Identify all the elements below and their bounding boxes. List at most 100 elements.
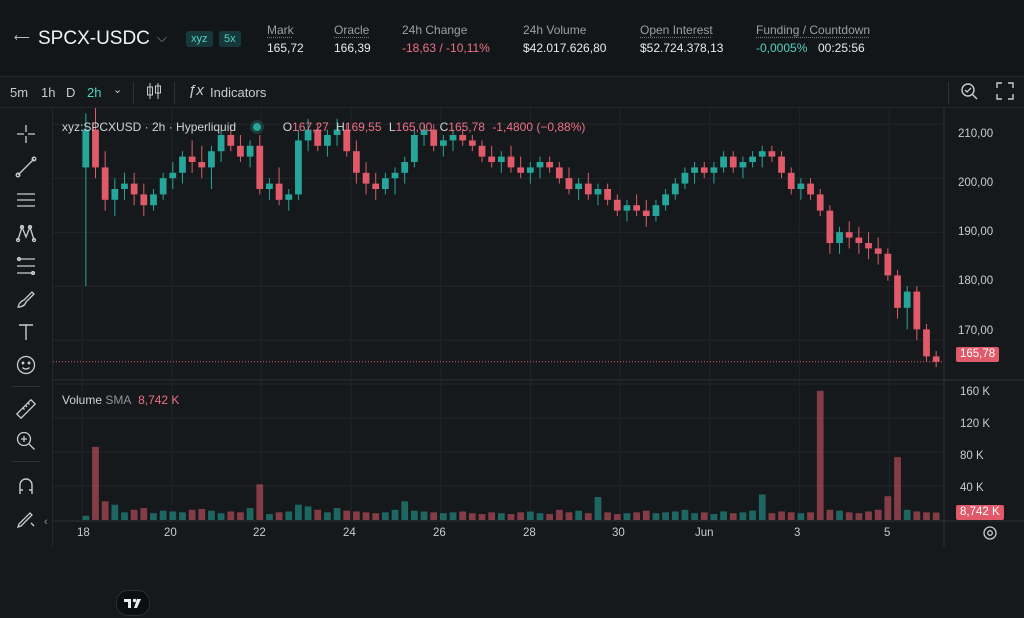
x-axis-tick: 3 xyxy=(794,527,801,539)
legend-open: 167,27 xyxy=(292,120,329,134)
emoji-icon[interactable] xyxy=(14,353,38,377)
interval-5m[interactable]: 5m xyxy=(10,85,29,100)
candle-body xyxy=(913,291,921,330)
interval-1h[interactable]: 1h xyxy=(41,85,56,100)
trend-line-icon[interactable] xyxy=(14,155,38,179)
volume-bar xyxy=(807,512,814,520)
indicators-fx-icon[interactable]: ƒx xyxy=(188,82,204,99)
toolbar-divider xyxy=(948,82,949,104)
candle-body xyxy=(430,129,438,146)
candle-body xyxy=(324,135,331,146)
oracle-value: 166,39 xyxy=(334,41,371,55)
pattern-icon[interactable] xyxy=(14,221,38,245)
tradingview-logo[interactable] xyxy=(116,590,150,616)
zoom-in-icon[interactable] xyxy=(14,429,38,453)
horizontal-lines-icon[interactable] xyxy=(14,188,38,212)
oracle-label: Oracle xyxy=(334,23,370,37)
candle-body xyxy=(227,135,235,146)
x-axis-tick: 24 xyxy=(343,527,356,539)
candle-body xyxy=(372,183,380,189)
volume-bar xyxy=(903,509,911,520)
mark-value: 165,72 xyxy=(267,41,304,55)
candlestick-type-icon[interactable] xyxy=(145,81,163,104)
volume-bar xyxy=(932,512,940,520)
candle-body xyxy=(488,156,496,162)
volume-bar xyxy=(130,509,138,520)
volume-bar xyxy=(710,514,718,520)
volume-bar xyxy=(845,512,853,520)
chart-canvas[interactable] xyxy=(53,108,1024,547)
candle-body xyxy=(217,135,225,152)
volume-bar xyxy=(507,514,515,520)
candle-body xyxy=(130,183,138,195)
leverage-badge[interactable]: 5x xyxy=(219,31,241,47)
screenshot-icon[interactable] xyxy=(959,81,979,104)
volume-bar xyxy=(749,510,756,520)
volume-bar xyxy=(758,494,766,520)
chevron-right-icon[interactable]: ‹ xyxy=(44,516,48,528)
volume-bar xyxy=(285,511,293,520)
candle-body xyxy=(874,248,882,254)
volume-bar xyxy=(623,513,631,520)
candle-body xyxy=(894,275,901,308)
interval-d[interactable]: D xyxy=(66,85,76,100)
x-axis-tick: Jun xyxy=(695,527,714,539)
y-axis-tick: 180,00 xyxy=(958,275,994,287)
candle-body xyxy=(401,162,409,173)
toolbar-divider xyxy=(174,82,175,104)
volume-bar xyxy=(575,510,583,520)
candle-body xyxy=(343,129,351,152)
brush-icon[interactable] xyxy=(14,287,38,311)
magnet-icon[interactable] xyxy=(14,474,38,498)
legend-o-label: O xyxy=(282,120,293,134)
volume-bar xyxy=(169,511,177,520)
volume-bar xyxy=(468,513,476,520)
ruler-icon[interactable] xyxy=(14,397,38,421)
chart-legend: xyz:SPCXUSD · 2h · Hyperliquid O167,27 H… xyxy=(62,120,585,134)
pair-logo-icon: ⟵ xyxy=(14,32,30,44)
pair-selector[interactable]: SPCX-USDC xyxy=(38,28,150,49)
drawing-tools-panel: ‹ xyxy=(0,108,53,547)
candle-body xyxy=(758,151,766,157)
volume-bar xyxy=(304,506,312,520)
candle-body xyxy=(111,189,119,200)
chevron-down-icon[interactable]: ⌄ xyxy=(113,84,123,96)
volume-bar xyxy=(884,496,892,520)
candle-body xyxy=(778,156,785,173)
volume-bar xyxy=(894,457,901,520)
volume-bar xyxy=(246,508,254,520)
x-axis-tick: 28 xyxy=(523,527,536,539)
volume-bar xyxy=(787,512,795,520)
volume-bar xyxy=(227,511,235,520)
volume-bar xyxy=(92,446,99,520)
volume-bar xyxy=(671,511,679,520)
volume-bar xyxy=(449,512,457,520)
candle-body xyxy=(739,162,747,168)
candle-body xyxy=(150,194,157,206)
drawing-mode-icon[interactable] xyxy=(14,507,38,531)
interval-2h[interactable]: 2h xyxy=(87,85,102,100)
candle-body xyxy=(546,162,554,168)
candle-body xyxy=(932,356,940,362)
volume-bar xyxy=(275,512,283,520)
candle-body xyxy=(865,243,872,249)
volume-legend-label: Volume xyxy=(62,393,103,407)
candle-body xyxy=(826,210,834,243)
x-axis-tick: 18 xyxy=(77,527,90,539)
volume-bar xyxy=(594,497,602,520)
indicators-button[interactable]: Indicators xyxy=(210,85,267,100)
last-price-tag: 165,78 xyxy=(956,347,1000,362)
y-axis-tick: 200,00 xyxy=(958,177,994,189)
candle-body xyxy=(604,189,612,200)
x-axis-tick: 20 xyxy=(164,527,177,539)
fib-retracement-icon[interactable] xyxy=(14,254,38,278)
text-icon[interactable] xyxy=(14,320,38,344)
fullscreen-icon[interactable] xyxy=(995,81,1015,104)
chart-settings-icon[interactable] xyxy=(982,525,998,544)
chevron-down-icon[interactable]: ⌵ xyxy=(157,30,167,45)
volume-label: 24h Volume xyxy=(523,23,587,37)
price-chart[interactable]: xyz:SPCXUSD · 2h · Hyperliquid O167,27 H… xyxy=(53,108,1024,616)
change-value: -18,63 / -10,11% xyxy=(402,41,490,55)
crosshair-icon[interactable] xyxy=(14,122,38,146)
volume-bar xyxy=(391,509,399,520)
